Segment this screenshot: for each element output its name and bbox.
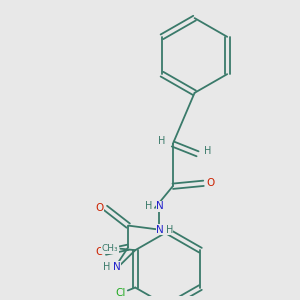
Text: H: H	[204, 146, 211, 156]
Text: H: H	[158, 136, 165, 146]
Text: N: N	[156, 224, 164, 235]
Text: O: O	[206, 178, 214, 188]
Text: O: O	[95, 203, 104, 213]
Text: H: H	[166, 224, 173, 235]
Text: N: N	[156, 201, 164, 212]
Text: O: O	[95, 247, 104, 257]
Text: Cl: Cl	[115, 288, 125, 298]
Text: CH₃: CH₃	[102, 244, 118, 253]
Text: H: H	[145, 201, 153, 212]
Text: H: H	[103, 262, 111, 272]
Text: N: N	[113, 262, 121, 272]
